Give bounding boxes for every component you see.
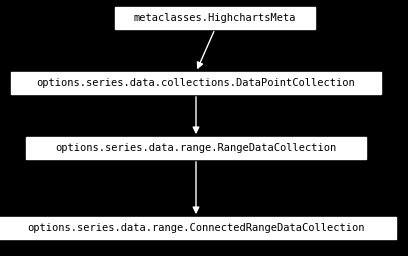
Bar [11,72,381,94]
Text: options.series.data.range.ConnectedRangeDataCollection: options.series.data.range.ConnectedRange… [27,223,365,233]
Bar [26,137,366,159]
Text: options.series.data.collections.DataPointCollection: options.series.data.collections.DataPoin… [37,78,355,88]
Bar [0,217,396,239]
Text: options.series.data.range.RangeDataCollection: options.series.data.range.RangeDataColle… [55,143,337,153]
Bar [115,7,315,29]
Text: metaclasses.HighchartsMeta: metaclasses.HighchartsMeta [134,13,296,23]
